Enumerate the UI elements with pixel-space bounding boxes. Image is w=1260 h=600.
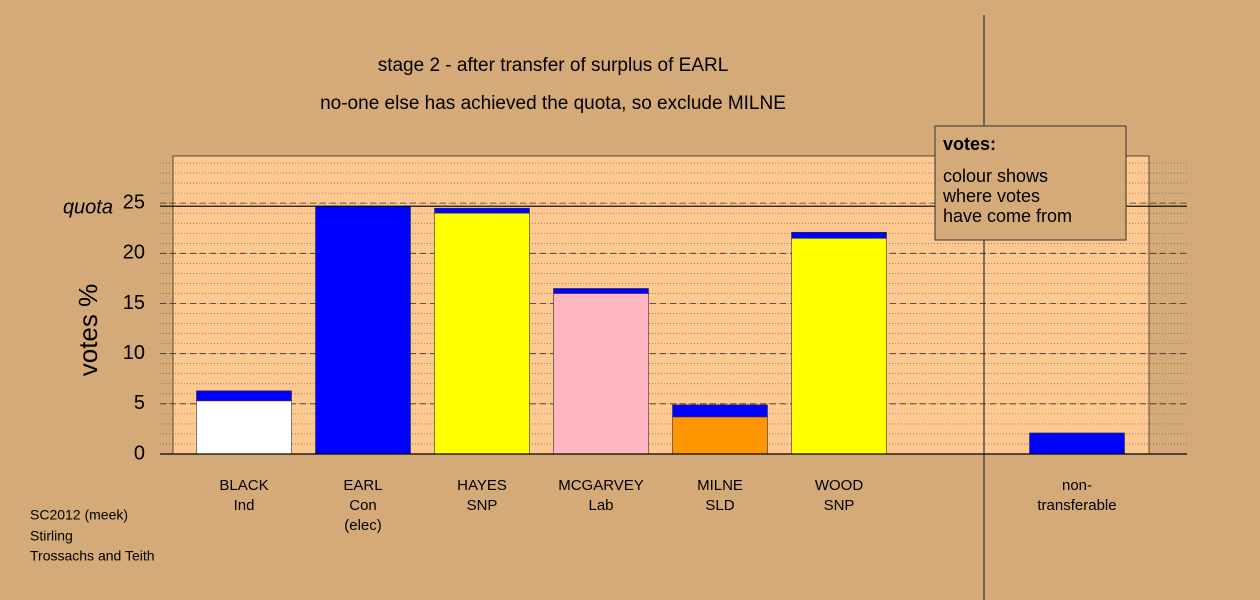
bar-segment <box>553 293 649 455</box>
y-tick-label: 25 <box>123 191 145 213</box>
x-tick-label: HAYES <box>457 477 507 494</box>
bar-segment <box>1029 432 1125 455</box>
bar-segment <box>791 237 887 455</box>
y-tick-label: 5 <box>134 392 145 414</box>
note-box <box>934 125 1127 241</box>
y-tick-label: 0 <box>134 442 145 464</box>
footer-text: Trossachs and Teith <box>30 548 155 564</box>
bar-segment <box>672 416 768 455</box>
y-tick-label: 10 <box>123 342 145 364</box>
x-tick-label: Lab <box>588 497 613 514</box>
x-tick-label: EARL <box>343 477 382 494</box>
x-tick-label: BLACK <box>219 477 268 494</box>
chart-title: stage 2 - after transfer of surplus of E… <box>378 55 729 76</box>
x-tick-label: Ind <box>234 497 255 514</box>
note-text: colour shows <box>943 166 1048 186</box>
quota-label: quota <box>63 196 113 218</box>
x-tick-label: SNP <box>467 497 498 514</box>
x-tick-label: SLD <box>705 497 734 514</box>
x-tick-label: (elec) <box>344 517 382 534</box>
bar-segment <box>196 390 292 402</box>
note-text: where votes <box>942 186 1040 206</box>
x-tick-label: MCGARVEY <box>558 477 644 494</box>
note-heading: votes: <box>943 134 996 154</box>
bar-segment <box>791 231 887 239</box>
bar-segment <box>315 205 411 455</box>
y-tick-label: 20 <box>123 242 145 264</box>
x-tick-label: non- <box>1062 477 1092 494</box>
x-tick-label: transferable <box>1037 497 1116 514</box>
x-tick-label: WOOD <box>815 477 863 494</box>
footer-text: SC2012 (meek) <box>30 507 128 523</box>
footer-text: Stirling <box>30 528 73 544</box>
y-tick-label: 15 <box>123 292 145 314</box>
note-text: have come from <box>943 206 1072 226</box>
bar-segment <box>553 288 649 294</box>
bar-segment <box>434 207 530 214</box>
x-tick-label: SNP <box>824 497 855 514</box>
y-axis-label: votes % <box>73 284 103 377</box>
bar-segment <box>672 404 768 418</box>
x-tick-label: Con <box>349 497 377 514</box>
bar-segment <box>434 212 530 455</box>
chart-subtitle: no-one else has achieved the quota, so e… <box>320 93 786 114</box>
x-tick-label: MILNE <box>697 477 743 494</box>
bar-segment <box>196 400 292 455</box>
